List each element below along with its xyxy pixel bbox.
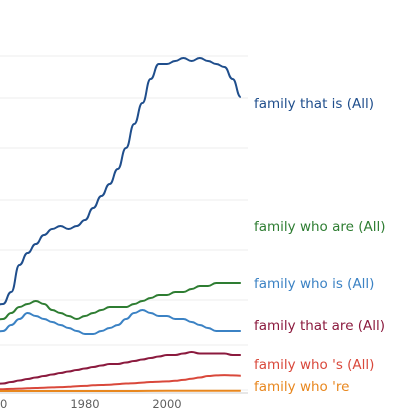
series-label[interactable]: family who 's (All) (254, 357, 374, 373)
series-line[interactable] (0, 57, 242, 310)
series-line[interactable] (0, 282, 241, 322)
series-label[interactable]: family who are (All) (254, 219, 386, 235)
x-tick-label: 1980 (70, 397, 99, 411)
series-line[interactable] (0, 374, 241, 391)
series-line[interactable] (0, 351, 241, 385)
series-label[interactable]: family who is (All) (254, 276, 374, 292)
series-label[interactable]: family that is (All) (254, 96, 374, 112)
series-label[interactable]: family that are (All) (254, 318, 385, 334)
x-tick-label: 0 (0, 397, 7, 411)
series-line[interactable] (0, 309, 241, 335)
gridlines (0, 55, 248, 394)
x-tick-labels: 0 1980 2000 (0, 397, 182, 411)
x-tick-label: 2000 (152, 397, 181, 411)
series-labels: family that is (All) family who are (All)… (254, 96, 386, 395)
series-label[interactable]: family who 're (254, 379, 349, 395)
series-lines (0, 57, 242, 392)
